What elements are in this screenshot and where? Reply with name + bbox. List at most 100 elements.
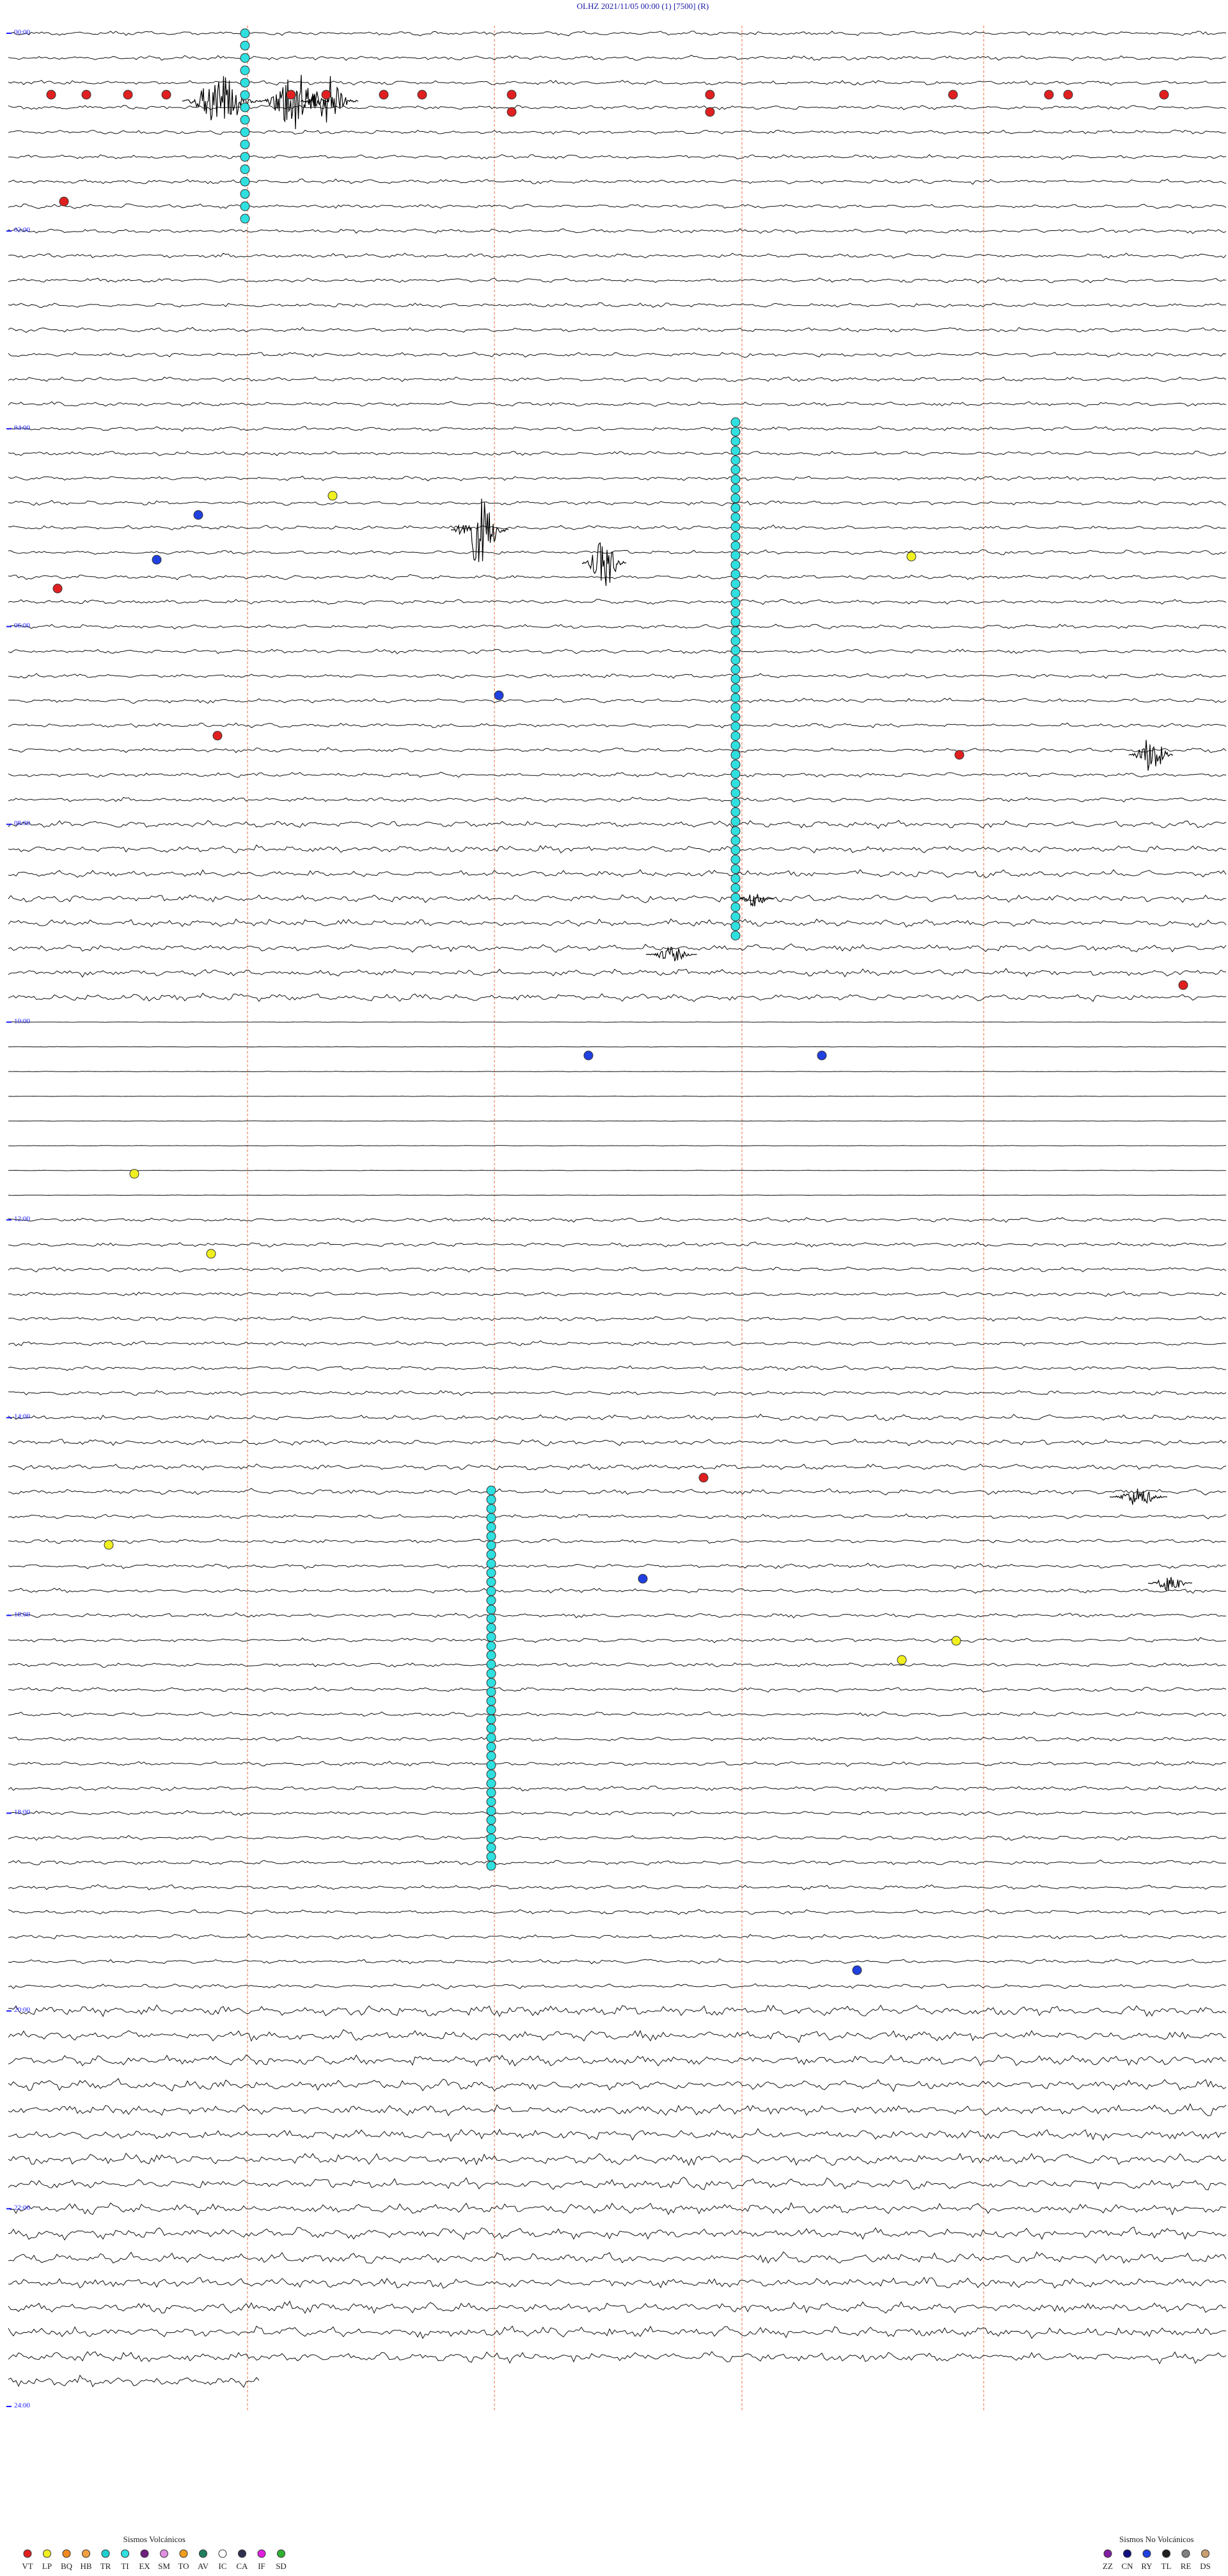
event-dot — [486, 1733, 496, 1742]
event-dot — [730, 883, 741, 893]
legend-dot — [43, 2549, 51, 2558]
seismic-trace — [8, 1194, 1227, 1196]
legend-dot — [1181, 2549, 1190, 2558]
seismic-trace — [8, 2004, 1227, 2018]
time-label: 00:00 — [14, 29, 31, 36]
event-dot — [730, 550, 741, 560]
event-dot — [730, 874, 741, 883]
seismic-trace — [8, 327, 1227, 333]
seismic-trace — [8, 771, 1227, 778]
event-burst — [735, 894, 775, 906]
event-burst — [1109, 1488, 1168, 1505]
event-dot — [123, 90, 133, 100]
event-dot — [730, 892, 741, 903]
seismic-trace — [8, 2375, 260, 2388]
event-dot — [240, 139, 250, 150]
seismic-trace — [8, 1365, 1226, 1371]
seismic-trace — [8, 1267, 1227, 1273]
event-dot — [730, 427, 741, 437]
legend-dot — [82, 2549, 90, 2558]
legend-dot — [1142, 2549, 1151, 2558]
legend-dot — [23, 2549, 32, 2558]
event-dot — [730, 636, 741, 646]
event-burst — [451, 498, 509, 562]
seismic-trace — [8, 697, 1227, 704]
event-dot — [486, 1778, 496, 1789]
seismic-trace — [8, 1389, 1227, 1396]
event-dot — [486, 1797, 496, 1807]
legend-title: Sismos Volcánicos — [123, 2534, 185, 2544]
seismic-trace — [8, 844, 1227, 854]
seismic-trace — [8, 2054, 1227, 2067]
seismic-trace — [8, 426, 1227, 432]
legend-dot — [238, 2549, 246, 2558]
seismic-trace — [8, 968, 1227, 978]
legend-code: TI — [121, 2561, 129, 2571]
event-dot — [486, 1531, 496, 1542]
time-label: 02:00 — [14, 226, 31, 234]
seismic-trace — [8, 1242, 1227, 1248]
event-dot — [730, 665, 741, 674]
event-dot — [486, 1678, 496, 1688]
time-label: 22:00 — [14, 2204, 31, 2211]
event-dot — [486, 1751, 496, 1761]
seismic-trace — [8, 1835, 1227, 1841]
seismic-trace — [8, 1488, 1227, 1496]
event-dot — [730, 702, 741, 713]
event-dot — [705, 107, 715, 117]
event-dot — [486, 1723, 496, 1734]
seismic-trace — [8, 1884, 1227, 1890]
event-dot — [240, 177, 250, 187]
event-dot — [730, 855, 741, 865]
seismic-trace — [8, 524, 1227, 531]
seismic-trace — [8, 624, 1227, 629]
event-dot — [486, 1559, 496, 1569]
seismic-trace — [8, 1736, 1227, 1742]
event-dot — [52, 583, 63, 594]
event-dot — [486, 1714, 496, 1725]
legend-dot — [257, 2549, 266, 2558]
legend-dot — [1201, 2549, 1209, 2558]
seismic-trace — [8, 2251, 1227, 2264]
legend-dot — [1123, 2549, 1131, 2558]
event-dot — [730, 693, 741, 703]
legend-code: TR — [100, 2561, 111, 2571]
seismic-trace — [8, 918, 1227, 928]
seismic-trace — [8, 1513, 1227, 1520]
seismic-trace — [8, 1414, 1227, 1421]
seismic-trace — [8, 649, 1227, 654]
seismic-trace — [8, 450, 1227, 456]
legend-code: IF — [258, 2561, 265, 2571]
time-label: 24:00 — [14, 2402, 31, 2410]
legend-code: ZZ — [1103, 2561, 1113, 2571]
seismic-trace — [8, 475, 1226, 482]
event-dot — [730, 683, 741, 693]
event-dot — [705, 90, 715, 100]
legend-code: DS — [1200, 2561, 1211, 2571]
event-dot — [730, 569, 741, 580]
legend-code: AV — [198, 2561, 209, 2571]
traces — [8, 31, 1227, 2388]
seismic-trace — [8, 574, 1227, 580]
event-dot — [1159, 90, 1169, 100]
seismic-trace — [8, 1291, 1226, 1297]
event-dot — [730, 503, 741, 513]
seismic-trace — [8, 129, 1227, 135]
seismic-trace — [8, 228, 1227, 234]
seismic-trace — [8, 2153, 1227, 2167]
event-dot — [1178, 980, 1188, 990]
seismic-trace — [8, 1463, 1227, 1471]
event-dot — [129, 1169, 139, 1179]
seismic-trace — [8, 992, 1227, 1002]
legend-code: RY — [1141, 2561, 1153, 2571]
event-dot — [417, 90, 427, 100]
seismic-trace — [8, 104, 1227, 111]
event-dot — [486, 1833, 496, 1844]
event-dot — [152, 555, 162, 565]
seismic-trace — [8, 1637, 1227, 1643]
seismic-trace — [8, 549, 1227, 555]
event-dot — [1044, 90, 1054, 100]
event-dot — [486, 1577, 496, 1587]
event-dot — [730, 759, 741, 770]
event-dot — [240, 127, 250, 138]
